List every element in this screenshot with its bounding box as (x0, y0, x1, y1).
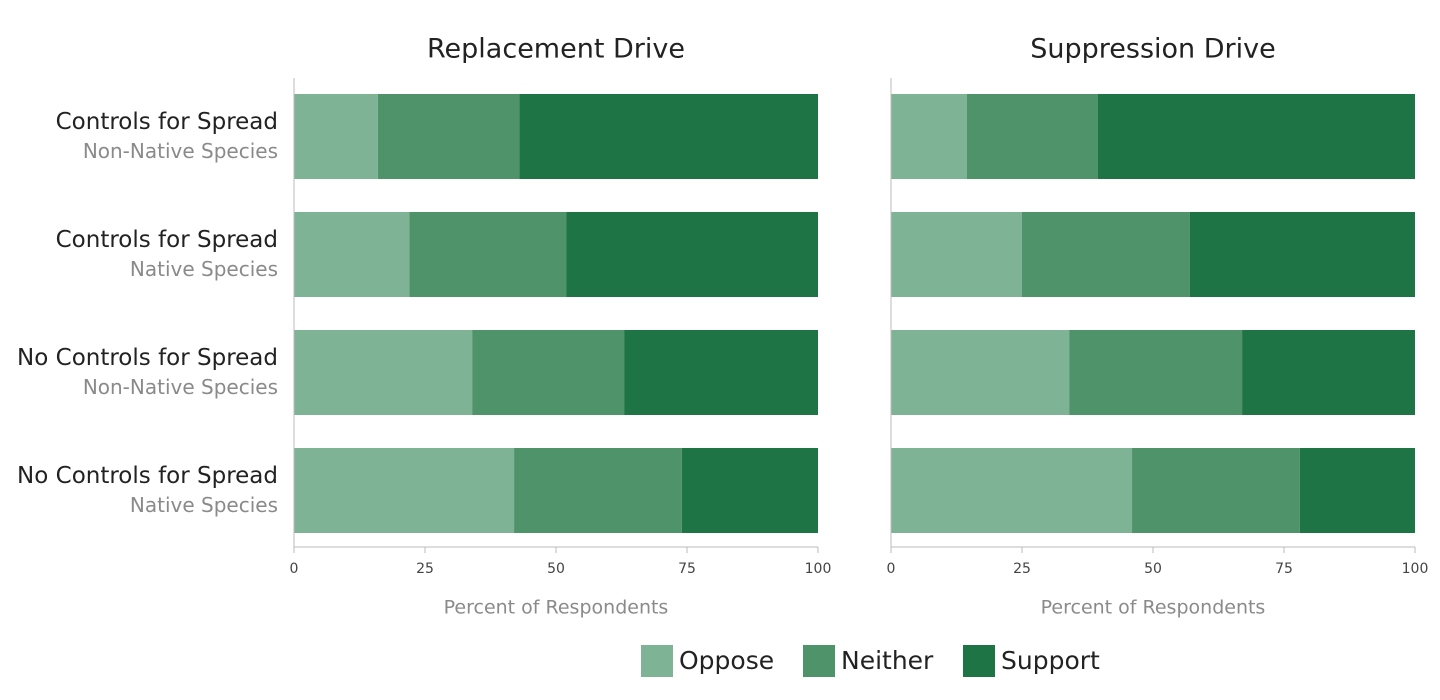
bar-segment (681, 448, 818, 533)
x-tick-label: 25 (1013, 561, 1031, 577)
bar-segment (966, 94, 1098, 179)
bar-segment (294, 94, 378, 179)
subcategory-label: Non-Native Species (83, 375, 278, 399)
x-tick-label: 50 (1144, 561, 1162, 577)
x-tick-label: 75 (678, 561, 696, 577)
subcategory-label: Native Species (130, 493, 278, 517)
bar-segment (514, 448, 682, 533)
bar-segment (891, 330, 1070, 415)
x-axis-label: Percent of Respondents (1041, 597, 1266, 619)
bar-segment (1132, 448, 1300, 533)
x-tick-label: 0 (887, 561, 896, 577)
x-tick-label: 75 (1275, 561, 1293, 577)
bar-segment (1242, 330, 1415, 415)
x-tick-label: 100 (1402, 561, 1429, 577)
x-axis-label: Percent of Respondents (444, 597, 669, 619)
panel-title: Suppression Drive (1030, 34, 1275, 65)
bar-segment (294, 330, 473, 415)
category-label: Controls for Spread (56, 109, 278, 135)
bar-segment (1189, 212, 1415, 297)
bar-segment (377, 94, 520, 179)
bar-segment (624, 330, 818, 415)
bar-segment (891, 94, 967, 179)
legend-swatch (641, 645, 673, 677)
bar-segment (519, 94, 818, 179)
category-label: No Controls for Spread (17, 463, 278, 489)
bar-segment (472, 330, 625, 415)
legend-label: Support (1001, 646, 1100, 675)
subcategory-label: Native Species (130, 257, 278, 281)
legend-label: Neither (841, 646, 934, 675)
bar-segment (1299, 448, 1415, 533)
panel-title: Replacement Drive (427, 34, 685, 65)
bar-segment (566, 212, 818, 297)
legend-label: Oppose (679, 646, 774, 675)
bar-segment (1097, 94, 1415, 179)
legend-swatch (803, 645, 835, 677)
x-tick-label: 50 (547, 561, 565, 577)
category-label: Controls for Spread (56, 227, 278, 253)
bar-segment (1069, 330, 1243, 415)
bar-segment (891, 212, 1022, 297)
x-tick-label: 25 (416, 561, 434, 577)
x-tick-label: 0 (290, 561, 299, 577)
bar-segment (294, 212, 410, 297)
bar-segment (891, 448, 1133, 533)
category-label: No Controls for Spread (17, 345, 278, 371)
subcategory-label: Non-Native Species (83, 139, 278, 163)
bar-segment (1022, 212, 1190, 297)
legend-swatch (963, 645, 995, 677)
bar-segment (294, 448, 515, 533)
x-tick-label: 100 (805, 561, 832, 577)
bar-segment (409, 212, 567, 297)
